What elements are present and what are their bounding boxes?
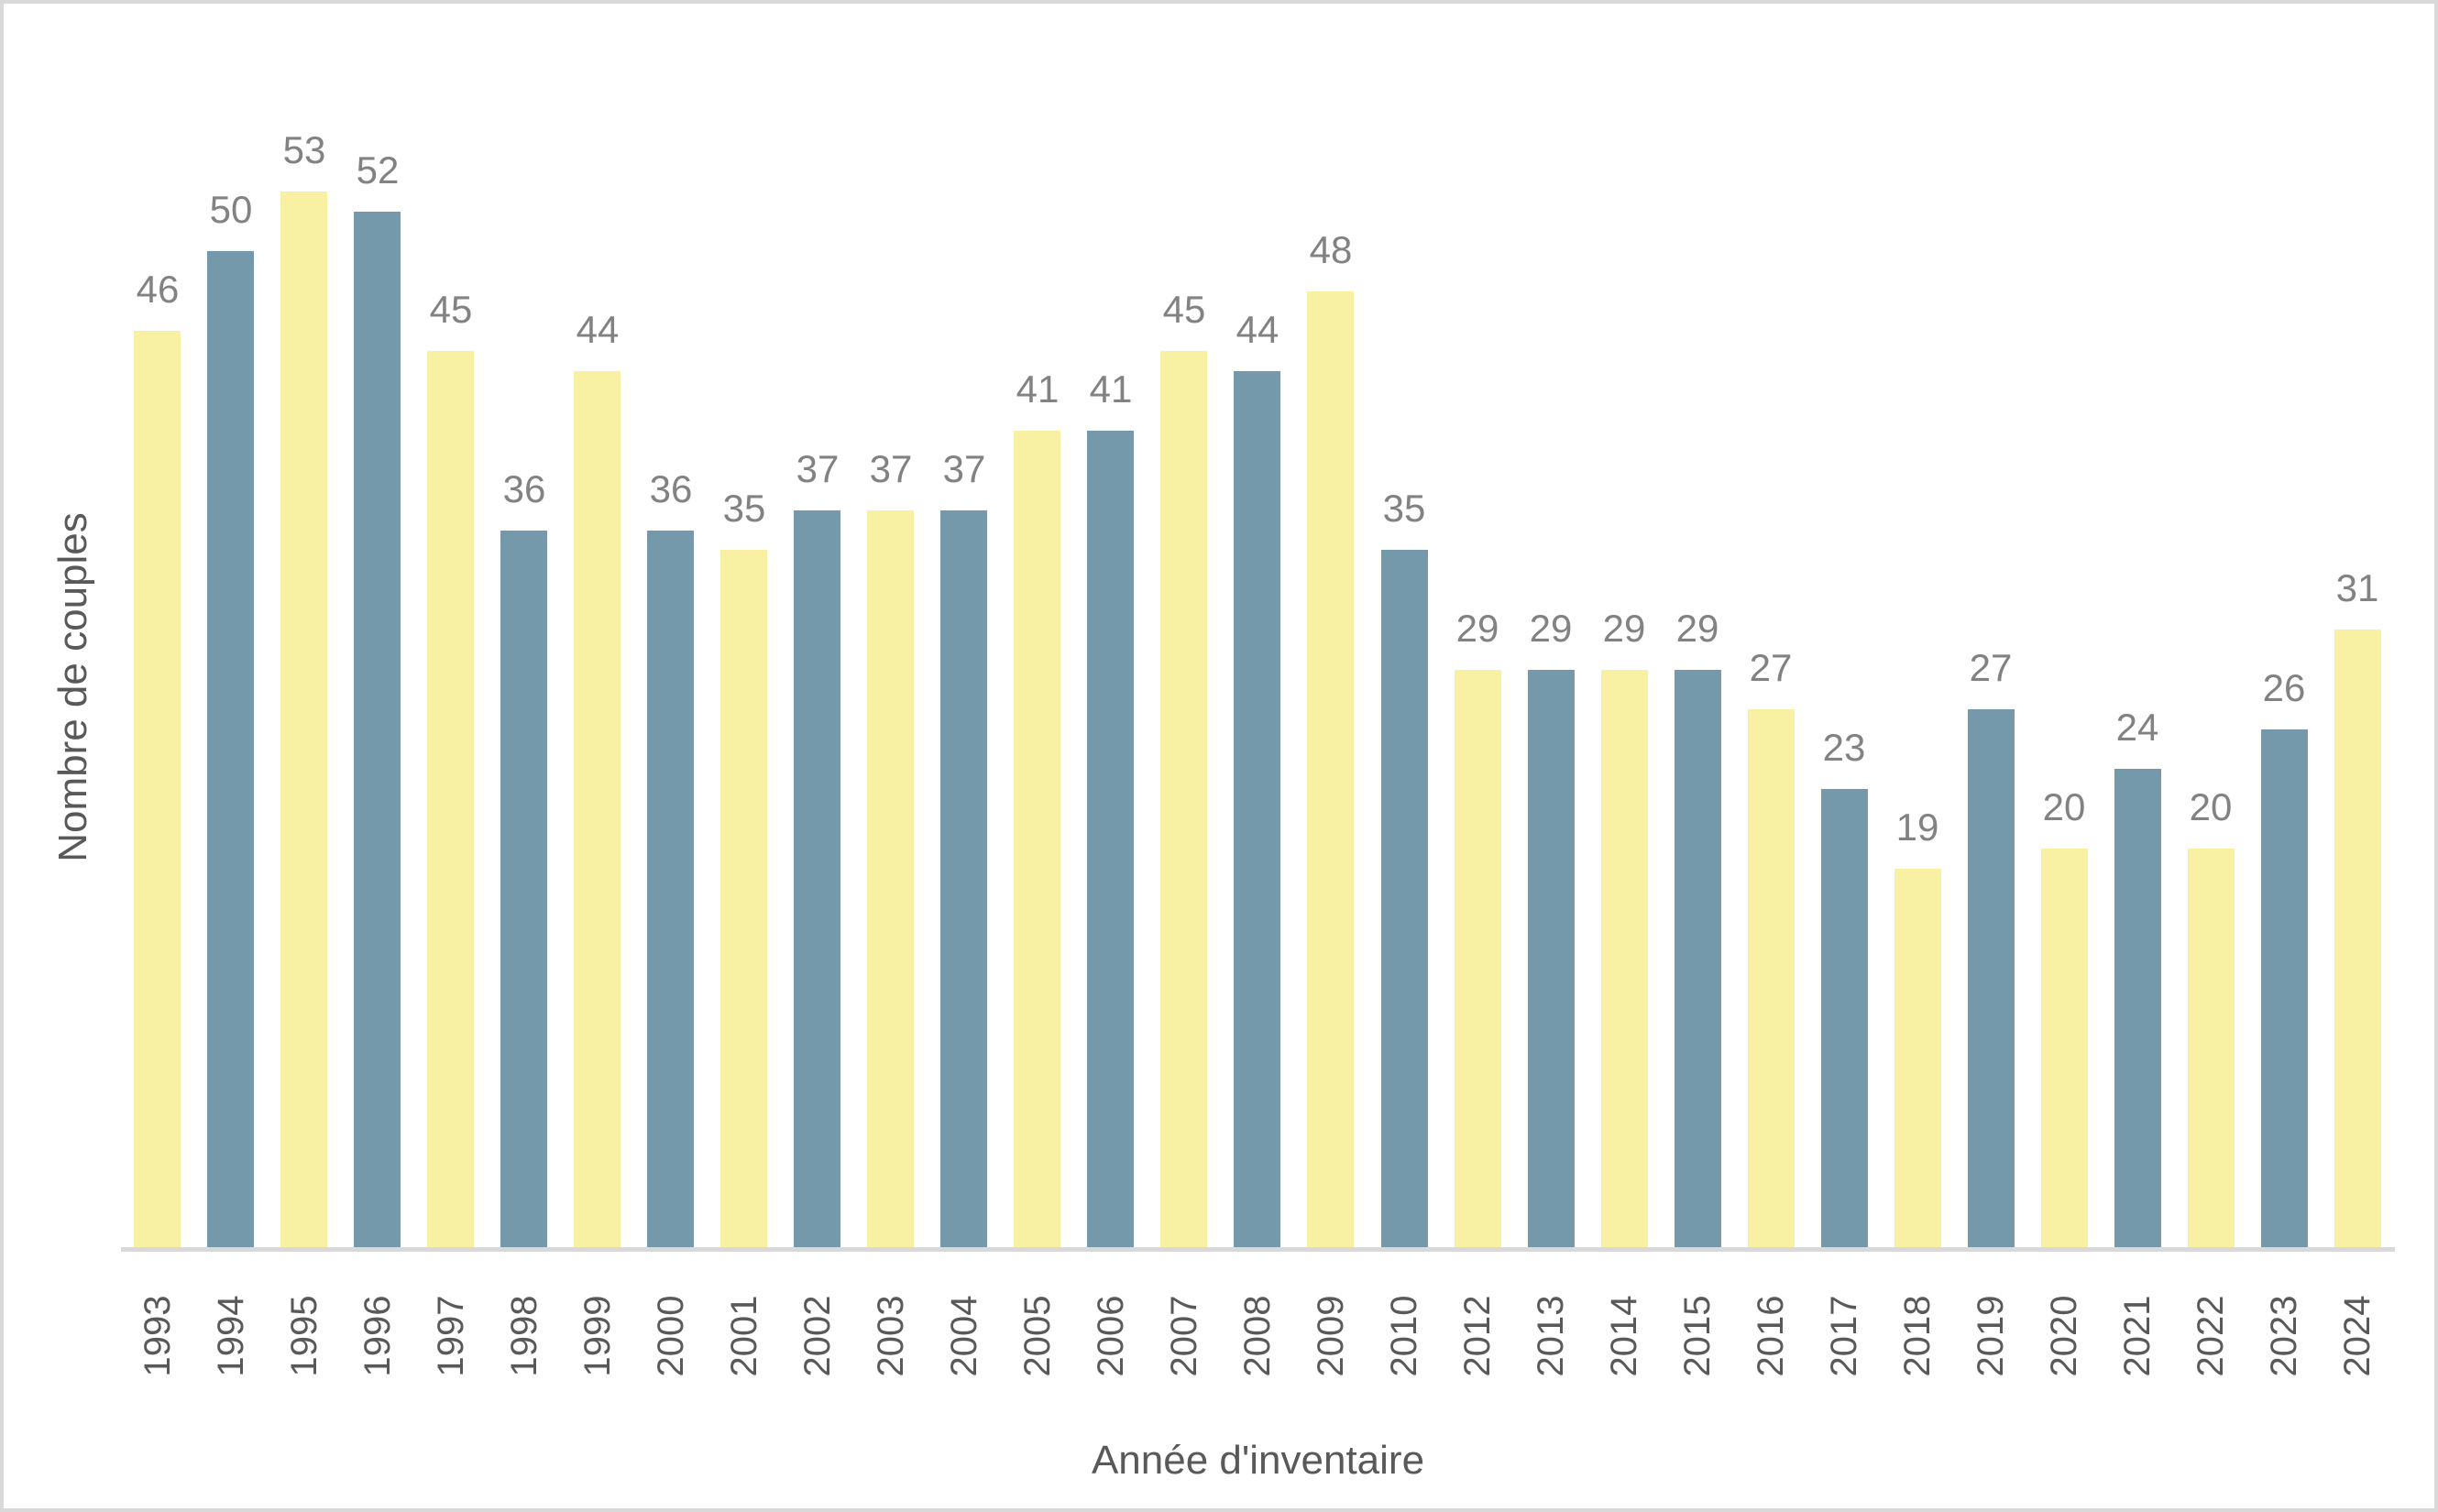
value-label-2009: 48 xyxy=(1309,228,1353,271)
value-label-2007: 45 xyxy=(1162,288,1206,331)
bar-1993 xyxy=(134,331,181,1247)
x-tick-1996: 1996 xyxy=(357,1295,398,1377)
value-label-2005: 41 xyxy=(1016,367,1060,411)
bar-2023 xyxy=(2261,729,2308,1247)
value-label-1997: 45 xyxy=(429,288,473,331)
bar-2010 xyxy=(1381,550,1428,1247)
x-tick-2013: 2013 xyxy=(1531,1295,1571,1377)
value-label-2020: 20 xyxy=(2042,785,2086,828)
value-label-2022: 20 xyxy=(2189,785,2233,828)
bar-1994 xyxy=(207,251,254,1247)
value-label-2023: 26 xyxy=(2262,666,2306,709)
x-tick-2018: 2018 xyxy=(1897,1295,1938,1377)
bar-1997 xyxy=(427,351,474,1247)
bar-1996 xyxy=(354,212,401,1247)
value-label-2012: 29 xyxy=(1455,607,1499,650)
x-tick-2019: 2019 xyxy=(1971,1295,2011,1377)
x-tick-2012: 2012 xyxy=(1457,1295,1498,1377)
value-label-2002: 37 xyxy=(796,447,840,490)
bar-2000 xyxy=(647,531,694,1247)
value-label-1993: 46 xyxy=(136,268,180,311)
x-tick-2009: 2009 xyxy=(1311,1295,1351,1377)
bar-2015 xyxy=(1675,670,1721,1247)
bar-2020 xyxy=(2041,849,2088,1247)
bar-2006 xyxy=(1087,431,1134,1247)
x-tick-2000: 2000 xyxy=(651,1295,691,1377)
value-label-2003: 37 xyxy=(869,447,913,490)
x-tick-2022: 2022 xyxy=(2191,1295,2231,1377)
x-axis-title: Année d'inventaire xyxy=(1091,1438,1425,1483)
bar-2021 xyxy=(2114,769,2161,1247)
value-label-1995: 53 xyxy=(282,128,326,171)
x-tick-2003: 2003 xyxy=(871,1295,911,1377)
bar-2009 xyxy=(1307,291,1354,1247)
value-label-2021: 24 xyxy=(2115,706,2159,749)
x-tick-1999: 1999 xyxy=(577,1295,618,1377)
x-tick-2006: 2006 xyxy=(1091,1295,1131,1377)
value-label-2004: 37 xyxy=(942,447,986,490)
x-tick-2002: 2002 xyxy=(797,1295,838,1377)
value-label-2013: 29 xyxy=(1529,607,1573,650)
y-axis-title: Nombre de couples xyxy=(50,512,95,862)
bar-2002 xyxy=(794,510,840,1247)
bar-1995 xyxy=(280,192,327,1247)
value-label-2016: 27 xyxy=(1749,646,1793,689)
value-label-1999: 44 xyxy=(576,308,620,351)
value-label-2019: 27 xyxy=(1969,646,2013,689)
x-tick-2016: 2016 xyxy=(1751,1295,1791,1377)
x-tick-1994: 1994 xyxy=(211,1295,251,1377)
x-tick-2015: 2015 xyxy=(1677,1295,1718,1377)
bar-2004 xyxy=(940,510,987,1247)
value-label-1994: 50 xyxy=(209,188,253,231)
value-label-2017: 23 xyxy=(1822,726,1866,769)
bar-2014 xyxy=(1601,670,1648,1247)
bar-2013 xyxy=(1528,670,1575,1247)
x-tick-2007: 2007 xyxy=(1164,1295,1204,1377)
x-tick-2004: 2004 xyxy=(944,1295,984,1377)
bar-1998 xyxy=(500,531,547,1247)
x-tick-1993: 1993 xyxy=(137,1295,178,1377)
bar-2017 xyxy=(1821,789,1868,1247)
value-label-1996: 52 xyxy=(356,148,400,192)
bar-2018 xyxy=(1894,869,1941,1247)
x-tick-1998: 1998 xyxy=(504,1295,544,1377)
value-label-2001: 35 xyxy=(722,487,766,530)
bar-2008 xyxy=(1234,371,1280,1247)
x-tick-2021: 2021 xyxy=(2117,1295,2158,1377)
bar-2007 xyxy=(1160,351,1207,1247)
bar-2012 xyxy=(1455,670,1501,1247)
value-label-2014: 29 xyxy=(1602,607,1646,650)
bar-2019 xyxy=(1968,709,2015,1247)
x-tick-2023: 2023 xyxy=(2264,1295,2304,1377)
value-label-1998: 36 xyxy=(502,467,546,510)
value-label-2006: 41 xyxy=(1089,367,1133,411)
x-tick-2014: 2014 xyxy=(1604,1295,1644,1377)
x-tick-2010: 2010 xyxy=(1384,1295,1424,1377)
plot-area: 46 1993 50 1994 53 1995 52 1996 45 1997 36 1998 44 19… xyxy=(4,4,2434,1508)
bar-2003 xyxy=(867,510,914,1247)
x-tick-2020: 2020 xyxy=(2044,1295,2084,1377)
x-tick-2017: 2017 xyxy=(1824,1295,1864,1377)
x-tick-2008: 2008 xyxy=(1237,1295,1278,1377)
value-label-2010: 35 xyxy=(1382,487,1426,530)
x-tick-2024: 2024 xyxy=(2337,1295,2378,1377)
bar-2001 xyxy=(720,550,767,1247)
value-label-2018: 19 xyxy=(1895,805,1939,849)
value-label-2024: 31 xyxy=(2335,566,2379,609)
bar-2005 xyxy=(1014,431,1060,1247)
x-tick-1995: 1995 xyxy=(284,1295,324,1377)
value-label-2015: 29 xyxy=(1675,607,1719,650)
x-tick-2001: 2001 xyxy=(724,1295,764,1377)
bar-2016 xyxy=(1748,709,1795,1247)
bar-1999 xyxy=(574,371,620,1247)
bar-2024 xyxy=(2334,630,2381,1247)
x-tick-2005: 2005 xyxy=(1017,1295,1058,1377)
x-axis-line xyxy=(121,1247,2395,1252)
value-label-2000: 36 xyxy=(649,467,693,510)
x-tick-1997: 1997 xyxy=(431,1295,471,1377)
bar-2022 xyxy=(2188,849,2235,1247)
value-label-2008: 44 xyxy=(1235,308,1279,351)
